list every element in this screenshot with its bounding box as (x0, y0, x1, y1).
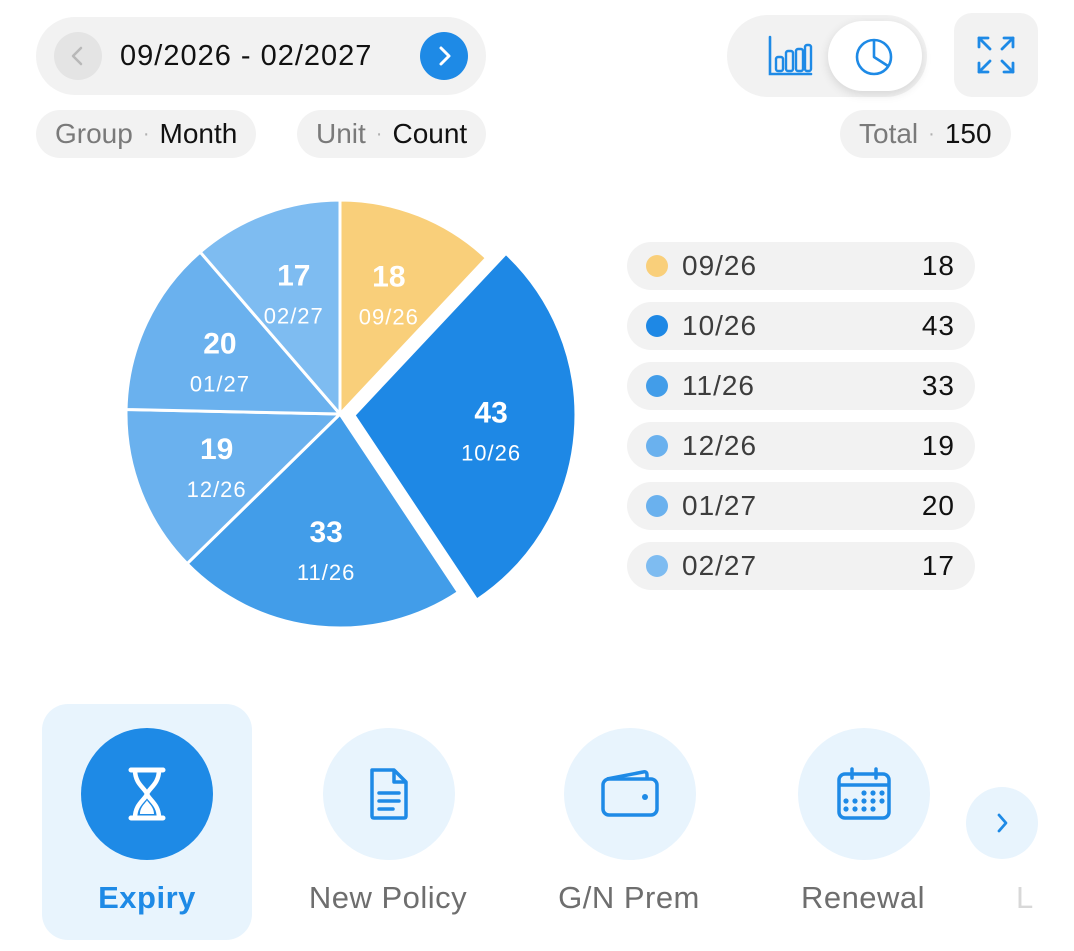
tab-renewal-circle (798, 728, 930, 860)
legend-dot (646, 375, 668, 397)
calendar-icon (837, 767, 891, 820)
pie-slice-11-26[interactable] (185, 412, 460, 630)
tab-expiry-circle (81, 728, 213, 860)
tab-renewal-label: Renewal (800, 880, 926, 915)
pie-slice-value-label: 17 (277, 260, 310, 293)
pie-chart: 18 09/26 43 10/26 33 11/26 19 12/26 20 01/27 17 02/… (124, 198, 578, 630)
chevron-left-icon (71, 46, 83, 66)
tab-gn-prem-circle (564, 728, 696, 860)
tab-partial-label: L (1016, 880, 1034, 915)
pie-chart-icon (855, 38, 893, 76)
tab-expiry-label: Expiry (98, 880, 196, 915)
legend-label: 09/26 (682, 250, 758, 281)
pie-slice-02-27[interactable] (198, 198, 342, 416)
pie-slice-category-label: 10/26 (461, 441, 521, 466)
pie-view-button[interactable] (828, 21, 922, 91)
legend-item-09-26[interactable]: 09/26 18 (627, 242, 975, 290)
pie-slice-category-label: 09/26 (359, 305, 419, 330)
wallet-icon (601, 770, 659, 817)
unit-chip-key: Unit (316, 118, 366, 149)
tab-renewal[interactable]: Renewal (758, 700, 968, 940)
legend-item-12-26[interactable]: 12/26 19 (627, 422, 975, 470)
date-range-picker: 09/2026 - 02/2027 (36, 17, 486, 95)
hourglass-icon (128, 767, 166, 821)
prev-period-button[interactable] (54, 32, 102, 80)
document-icon (370, 768, 408, 820)
metric-tabs: Expiry New Policy G/N Prem (0, 700, 1074, 951)
tab-new-policy-label: New Policy (308, 880, 468, 915)
legend-value: 17 (921, 550, 955, 581)
pie-slice-category-label: 12/26 (187, 477, 247, 502)
legend-value: 43 (921, 310, 955, 341)
pie-slice-09-26[interactable] (338, 198, 488, 416)
legend-item-02-27[interactable]: 02/27 17 (627, 542, 975, 590)
pie-slice-12-26[interactable] (124, 408, 342, 566)
pie-slice-value-label: 33 (309, 516, 342, 549)
expand-icon (977, 36, 1015, 74)
bar-view-button[interactable] (743, 24, 837, 88)
group-chip[interactable]: Group · Month (36, 110, 257, 158)
legend-value: 33 (921, 370, 955, 401)
legend-label: 10/26 (682, 310, 758, 341)
pie-slice-value-label: 20 (203, 328, 236, 361)
chip-separator: · (142, 122, 150, 145)
pie-slice-category-label: 02/27 (264, 304, 324, 329)
total-chip: Total · 150 (840, 110, 1011, 158)
tab-gn-prem-label: G/N Prem (558, 880, 700, 915)
group-chip-key: Group (55, 118, 133, 149)
bar-chart-icon (768, 35, 813, 76)
legend-dot (646, 495, 668, 517)
chip-separator: · (928, 122, 935, 145)
chart-view-toggle (727, 15, 927, 97)
legend-label: 01/27 (682, 490, 758, 521)
legend-dot (646, 435, 668, 457)
chevron-right-icon (439, 46, 451, 66)
legend-item-01-27[interactable]: 01/27 20 (627, 482, 975, 530)
legend-dot (646, 555, 668, 577)
pie-slice-value-label: 18 (372, 261, 405, 294)
legend-dot (646, 315, 668, 337)
date-range-text[interactable]: 09/2026 - 02/2027 (120, 40, 373, 72)
pie-legend: 09/26 18 10/26 43 11/26 33 12/26 19 01/2… (627, 242, 975, 602)
next-period-button[interactable] (420, 32, 468, 80)
legend-label: 02/27 (682, 550, 758, 581)
chevron-right-icon (997, 813, 1008, 833)
pie-slice-10-26[interactable] (352, 251, 578, 602)
legend-label: 12/26 (682, 430, 758, 461)
tab-gn-prem[interactable]: G/N Prem (524, 700, 734, 940)
pie-slice-category-label: 01/27 (190, 372, 250, 397)
legend-value: 18 (921, 250, 955, 281)
pie-slice-value-label: 43 (474, 397, 507, 430)
legend-item-11-26[interactable]: 11/26 33 (627, 362, 975, 410)
legend-value: 19 (921, 430, 955, 461)
group-chip-value: Month (159, 118, 238, 149)
chip-separator: · (375, 122, 383, 145)
pie-slice-category-label: 11/26 (297, 560, 355, 585)
tabs-more-button[interactable] (966, 787, 1038, 859)
legend-label: 11/26 (682, 370, 755, 401)
legend-dot (646, 255, 668, 277)
tab-new-policy[interactable]: New Policy (283, 700, 493, 940)
total-chip-key: Total (859, 118, 919, 149)
legend-value: 20 (921, 490, 955, 521)
tab-expiry[interactable]: Expiry (42, 700, 252, 940)
unit-chip[interactable]: Unit · Count (297, 110, 487, 158)
expand-button[interactable] (954, 13, 1038, 97)
pie-slice-value-label: 19 (200, 433, 233, 466)
pie-slice-01-27[interactable] (124, 250, 342, 416)
tab-new-policy-circle (323, 728, 455, 860)
unit-chip-value: Count (392, 118, 468, 149)
legend-item-10-26[interactable]: 10/26 43 (627, 302, 975, 350)
total-chip-value: 150 (944, 118, 992, 149)
